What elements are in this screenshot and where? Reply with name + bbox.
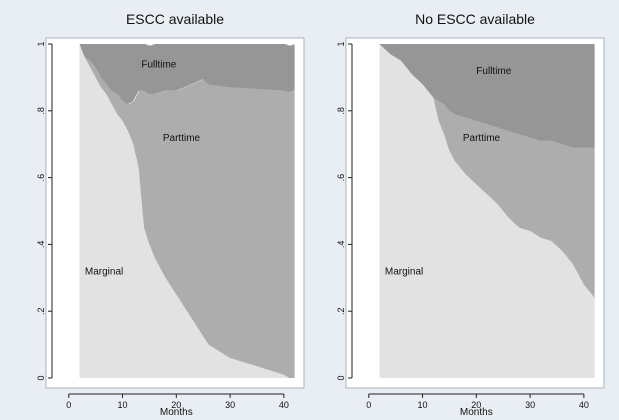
y-tick-label: .8 [336,107,346,115]
chart-panel-2: No ESCC available Marginal Parttime Fulltim… [336,11,605,418]
panel-title: ESCC available [126,11,224,27]
x-tick-label: 30 [525,400,535,410]
x-axis-label: Months [160,407,193,418]
y-tick-label: 0 [36,375,46,380]
y-tick-label: .6 [36,174,46,182]
region-label-fulltime: Fulltime [476,66,511,77]
y-tick-label: .8 [36,107,46,115]
region-label-parttime: Parttime [463,133,501,144]
area-parttime [79,44,295,378]
y-tick-label: 0 [336,375,346,380]
x-tick-label: 20 [471,400,481,410]
area-marginal [79,44,295,378]
y-tick-label: 1 [36,41,46,46]
y-tick-label: .2 [336,307,346,315]
chart-panel-1: ESCC available Marginal Parttime Fulltime 0.… [36,11,305,418]
area-fulltime [379,44,595,148]
x-tick-label: 10 [418,400,428,410]
y-tick-label: .4 [36,241,46,249]
x-tick-label: 0 [366,400,371,410]
region-label-parttime: Parttime [163,133,201,144]
y-tick-label: .4 [336,241,346,249]
region-label-marginal: Marginal [385,266,423,277]
region-label-fulltime: Fulltime [141,59,176,70]
x-tick-label: 40 [579,400,589,410]
x-tick-label: 10 [118,400,128,410]
x-tick-label: 20 [171,400,181,410]
region-label-marginal: Marginal [85,266,123,277]
x-tick-label: 30 [225,400,235,410]
x-axis-label: Months [460,407,493,418]
x-tick-label: 40 [279,400,289,410]
y-tick-label: .2 [36,307,46,315]
area-fulltime [79,44,295,105]
y-tick-label: .6 [336,174,346,182]
area-parttime [379,44,595,298]
y-tick-label: 1 [336,41,346,46]
x-tick-label: 0 [66,400,71,410]
panel-title: No ESCC available [415,11,535,27]
area-marginal [379,44,595,378]
